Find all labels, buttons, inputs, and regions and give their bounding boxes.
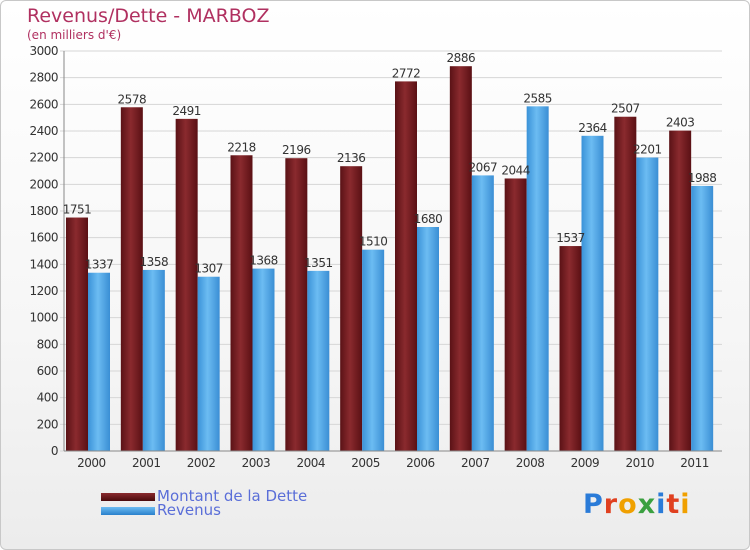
proxiti-logo: Proxiti: [583, 489, 691, 520]
x-tick-label: 2005: [351, 456, 380, 470]
x-tick-label: 2001: [132, 456, 161, 470]
data-label-dette-2006: 2772: [392, 66, 421, 80]
logo-letter: r: [603, 489, 619, 520]
bar-revenus-2004: [307, 270, 330, 451]
bar-revenus-2011: [691, 185, 714, 451]
bar-dette-2005: [340, 166, 363, 451]
y-tick-label: 0: [51, 444, 58, 458]
bar-revenus-2002: [197, 276, 220, 451]
bar-dette-2011: [669, 130, 692, 451]
data-label-dette-2011: 2403: [666, 116, 695, 130]
legend-swatch-revenus: [101, 507, 155, 515]
y-tick-label: 200: [37, 417, 58, 431]
x-tick-label: 2010: [625, 456, 654, 470]
y-tick-label: 2200: [29, 151, 58, 165]
y-tick-label: 400: [37, 391, 58, 405]
data-label-dette-2004: 2196: [282, 143, 311, 157]
data-label-revenus-2000: 1337: [85, 258, 114, 272]
x-tick-label: 2011: [680, 456, 709, 470]
data-label-dette-2003: 2218: [227, 140, 256, 154]
data-label-dette-2001: 2578: [118, 92, 147, 106]
data-label-dette-2009: 1537: [556, 231, 585, 245]
data-labels: 1751 1337 2578 1358 2491 1307 2218 1368 2196 1351…: [63, 51, 717, 276]
data-label-revenus-2003: 1368: [249, 254, 278, 268]
y-tick-label: 1800: [29, 204, 58, 218]
bars: [66, 66, 714, 452]
grid-lines: [60, 50, 722, 452]
x-tick-label: 2002: [187, 456, 216, 470]
data-label-revenus-2006: 1680: [414, 212, 443, 226]
y-tick-label: 1200: [29, 284, 58, 298]
bar-revenus-2009: [581, 135, 604, 452]
logo-letter: i: [680, 489, 691, 520]
logo-letter: t: [666, 489, 681, 520]
bar-dette-2004: [285, 158, 308, 451]
data-label-dette-2005: 2136: [337, 151, 366, 165]
x-tick-label: 2006: [406, 456, 435, 470]
bar-dette-2010: [614, 116, 637, 451]
logo-letter: P: [583, 489, 604, 520]
bar-dette-2000: [66, 217, 88, 451]
logo-letter: i: [656, 489, 667, 520]
bar-dette-2007: [449, 66, 472, 451]
legend-swatch-dette: [101, 493, 155, 501]
y-tick-label: 2800: [29, 71, 58, 85]
legend-label-dette: Montant de la Dette: [157, 487, 308, 505]
data-label-dette-2010: 2507: [611, 102, 640, 116]
bar-revenus-2010: [636, 157, 659, 452]
bar-revenus-2008: [526, 106, 549, 451]
x-tick-label: 2004: [296, 456, 325, 470]
axes: 0 200 400 600 800 1000 1200 1400 1600 1800 2000 220…: [29, 44, 722, 470]
chart-subtitle: (en milliers d'€): [27, 28, 122, 42]
data-label-dette-2008: 2044: [501, 163, 530, 177]
bar-dette-2002: [175, 118, 198, 451]
logo-letter: o: [618, 489, 638, 520]
bar-revenus-2001: [142, 269, 165, 451]
data-label-dette-2002: 2491: [172, 104, 201, 118]
bar-revenus-2006: [417, 227, 439, 451]
data-label-revenus-2008: 2585: [523, 91, 552, 105]
bar-dette-2006: [395, 81, 417, 452]
logo-letter: x: [637, 489, 657, 520]
data-label-revenus-2001: 1358: [140, 255, 169, 269]
data-label-revenus-2009: 2364: [578, 121, 607, 135]
data-label-dette-2000: 1751: [63, 203, 92, 217]
data-label-revenus-2011: 1988: [688, 171, 717, 185]
bar-dette-2001: [120, 107, 143, 452]
chart-title: Revenus/Dette - MARBOZ: [27, 5, 270, 27]
y-tick-label: 2400: [29, 124, 58, 138]
x-tick-label: 2003: [242, 456, 271, 470]
x-tick-label: 2008: [516, 456, 545, 470]
bar-revenus-2000: [88, 272, 110, 451]
x-tick-label: 2007: [461, 456, 490, 470]
y-tick-label: 1400: [29, 257, 58, 271]
y-tick-label: 2600: [29, 97, 58, 111]
y-tick-label: 1000: [29, 311, 58, 325]
data-label-revenus-2005: 1510: [359, 235, 388, 249]
y-tick-label: 1600: [29, 231, 58, 245]
bar-revenus-2003: [252, 268, 275, 451]
bar-revenus-2005: [362, 249, 385, 451]
bar-dette-2003: [230, 155, 253, 451]
data-label-revenus-2004: 1351: [304, 256, 333, 270]
data-label-revenus-2002: 1307: [194, 262, 223, 276]
data-label-dette-2007: 2886: [447, 51, 476, 65]
y-tick-label: 2000: [29, 177, 58, 191]
x-tick-label: 2009: [571, 456, 600, 470]
legend-label-revenus: Revenus: [157, 501, 221, 519]
bar-dette-2008: [504, 178, 527, 451]
y-tick-label: 800: [37, 337, 58, 351]
data-label-revenus-2010: 2201: [633, 143, 662, 157]
y-tick-label: 600: [37, 364, 58, 378]
data-label-revenus-2007: 2067: [469, 160, 498, 174]
bar-dette-2009: [559, 246, 582, 451]
y-tick-label: 3000: [29, 44, 58, 58]
bar-revenus-2007: [471, 175, 494, 451]
x-tick-label: 2000: [77, 456, 106, 470]
